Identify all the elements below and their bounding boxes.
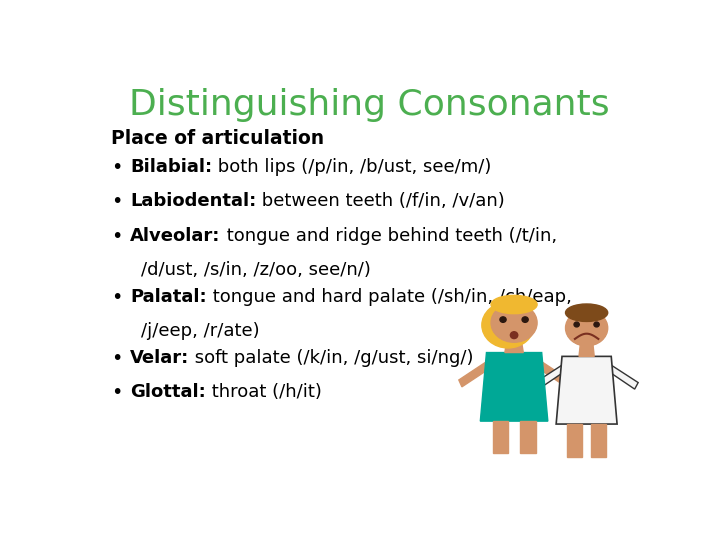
Polygon shape — [556, 356, 617, 424]
Polygon shape — [609, 365, 638, 389]
Text: Bilabial:: Bilabial: — [130, 158, 212, 177]
Text: Place of articulation: Place of articulation — [111, 129, 324, 149]
Ellipse shape — [482, 302, 534, 348]
Text: /d/ust, /s/in, /z/oo, see/n/): /d/ust, /s/in, /z/oo, see/n/) — [141, 261, 372, 279]
Text: throat (/h/it): throat (/h/it) — [206, 383, 322, 401]
Text: •: • — [111, 288, 122, 307]
Polygon shape — [480, 353, 548, 421]
Text: soft palate (/k/in, /g/ust, si/ng/): soft palate (/k/in, /g/ust, si/ng/) — [189, 349, 474, 367]
Polygon shape — [539, 362, 570, 387]
Text: •: • — [111, 227, 122, 246]
Text: /j/eep, /r/ate): /j/eep, /r/ate) — [141, 322, 260, 340]
Ellipse shape — [574, 322, 580, 327]
Text: Alveolar:: Alveolar: — [130, 227, 220, 245]
Polygon shape — [521, 421, 536, 453]
Text: tongue and hard palate (/sh/in, /ch/eap,: tongue and hard palate (/sh/in, /ch/eap, — [207, 288, 572, 306]
Polygon shape — [492, 421, 508, 453]
Text: Velar:: Velar: — [130, 349, 189, 367]
Ellipse shape — [565, 304, 608, 321]
Text: both lips (/p/in, /b/ust, see/m/): both lips (/p/in, /b/ust, see/m/) — [212, 158, 492, 177]
Polygon shape — [591, 424, 606, 457]
Polygon shape — [535, 365, 564, 389]
Text: •: • — [111, 158, 122, 177]
Polygon shape — [505, 341, 523, 353]
Ellipse shape — [566, 310, 607, 346]
Ellipse shape — [492, 304, 536, 342]
Text: Labiodental:: Labiodental: — [130, 192, 256, 211]
Ellipse shape — [491, 303, 537, 342]
Ellipse shape — [522, 317, 528, 322]
Ellipse shape — [491, 295, 537, 314]
Ellipse shape — [510, 332, 518, 339]
Text: •: • — [111, 383, 122, 402]
Text: Palatal:: Palatal: — [130, 288, 207, 306]
Polygon shape — [567, 424, 582, 457]
Text: Distinguishing Consonants: Distinguishing Consonants — [129, 87, 609, 122]
Text: tongue and ridge behind teeth (/t/in,: tongue and ridge behind teeth (/t/in, — [220, 227, 557, 245]
Ellipse shape — [594, 322, 599, 327]
Text: •: • — [111, 349, 122, 368]
Text: •: • — [111, 192, 122, 212]
Polygon shape — [579, 346, 594, 356]
Ellipse shape — [565, 310, 608, 346]
Text: between teeth (/f/in, /v/an): between teeth (/f/in, /v/an) — [256, 192, 505, 211]
Ellipse shape — [500, 317, 506, 322]
Polygon shape — [459, 362, 490, 387]
Text: Glottal:: Glottal: — [130, 383, 206, 401]
